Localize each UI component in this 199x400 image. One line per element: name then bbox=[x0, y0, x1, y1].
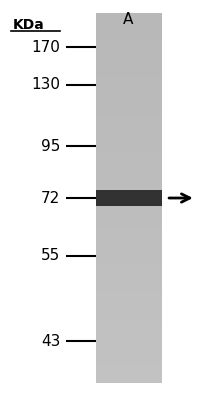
Bar bbox=[96, 308, 162, 318]
Bar bbox=[96, 12, 162, 22]
Bar bbox=[96, 105, 162, 115]
Bar bbox=[96, 354, 162, 364]
Bar bbox=[96, 22, 162, 32]
Bar bbox=[96, 206, 162, 216]
Bar bbox=[96, 373, 162, 383]
Bar bbox=[96, 68, 162, 78]
Bar bbox=[96, 225, 162, 235]
Text: A: A bbox=[123, 12, 133, 27]
Bar bbox=[96, 40, 162, 50]
Bar bbox=[96, 96, 162, 106]
Bar bbox=[96, 345, 162, 355]
Bar bbox=[96, 243, 162, 254]
Bar bbox=[96, 123, 162, 133]
Bar bbox=[96, 299, 162, 309]
Bar bbox=[96, 142, 162, 152]
Bar bbox=[96, 216, 162, 226]
Text: 72: 72 bbox=[41, 190, 60, 206]
Bar bbox=[96, 290, 162, 300]
Bar bbox=[96, 197, 162, 207]
Bar bbox=[96, 170, 162, 180]
Text: 95: 95 bbox=[41, 139, 60, 154]
Bar bbox=[96, 280, 162, 290]
Text: 43: 43 bbox=[41, 334, 60, 348]
Bar bbox=[96, 114, 162, 124]
Bar bbox=[96, 234, 162, 244]
Bar bbox=[96, 336, 162, 346]
Bar bbox=[96, 179, 162, 189]
Bar bbox=[96, 59, 162, 69]
Bar bbox=[96, 271, 162, 281]
Bar bbox=[96, 188, 162, 198]
Bar bbox=[96, 364, 162, 374]
Text: 170: 170 bbox=[31, 40, 60, 54]
Bar bbox=[96, 86, 162, 96]
Bar bbox=[96, 151, 162, 161]
Bar bbox=[96, 77, 162, 87]
Bar bbox=[96, 160, 162, 170]
Text: KDa: KDa bbox=[13, 18, 45, 32]
Bar bbox=[96, 50, 162, 60]
Bar bbox=[96, 253, 162, 263]
Bar bbox=[96, 317, 162, 327]
Text: 55: 55 bbox=[41, 248, 60, 263]
Bar bbox=[96, 326, 162, 336]
Text: 130: 130 bbox=[31, 77, 60, 92]
Bar bbox=[96, 31, 162, 41]
Bar bbox=[96, 190, 162, 206]
Bar bbox=[96, 132, 162, 143]
Bar bbox=[96, 262, 162, 272]
